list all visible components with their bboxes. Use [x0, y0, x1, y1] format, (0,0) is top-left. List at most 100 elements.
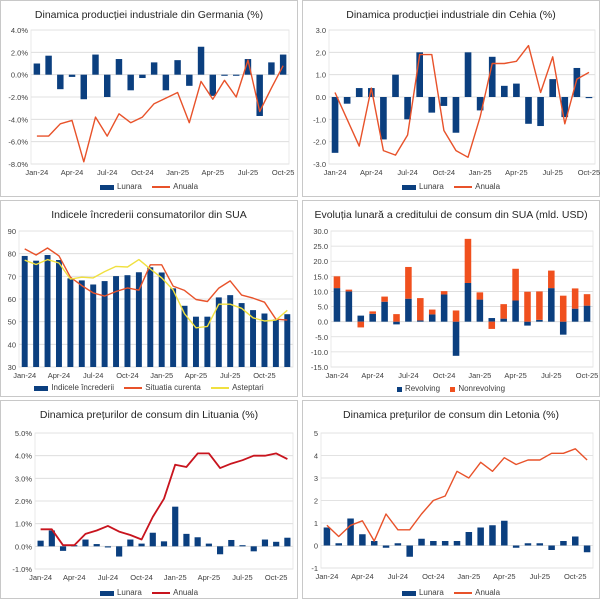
y-tick-label: 80: [8, 250, 16, 259]
bar: [428, 97, 436, 113]
bar: [33, 63, 41, 75]
x-tick-label: Jan-24: [25, 168, 48, 177]
legend-label: Nonrevolving: [458, 384, 506, 394]
bar-revolving: [464, 282, 472, 322]
bar: [370, 541, 378, 546]
bar: [549, 79, 557, 97]
bar: [209, 74, 216, 96]
bar: [101, 281, 108, 367]
bar: [513, 83, 520, 97]
bar: [127, 74, 134, 91]
bar: [367, 88, 375, 97]
bar: [21, 255, 28, 367]
bar: [583, 545, 591, 553]
bar: [55, 260, 62, 367]
y-tick-label: 60: [8, 295, 16, 304]
bar-nonrevolving: [488, 321, 496, 329]
chart-legend: Lunara Anuala: [303, 588, 599, 597]
line-anuala: [326, 448, 588, 542]
bar: [464, 52, 472, 97]
x-tick-label: Oct-24: [433, 168, 456, 177]
bar: [323, 527, 331, 546]
bar: [115, 59, 123, 75]
bar: [261, 539, 269, 547]
y-tick-label: 0.0: [318, 318, 328, 327]
bar: [45, 55, 52, 75]
legend-item-anuala: Anuala: [152, 182, 198, 191]
legend-label: Asteptari: [232, 383, 264, 393]
x-tick-label: Jul-25: [530, 572, 550, 581]
bar: [150, 62, 158, 75]
legend-item-indice: Indicele încrederii: [34, 383, 114, 392]
bar-revolving: [405, 298, 412, 322]
bar-revolving: [476, 299, 484, 322]
legend-label: Lunara: [418, 588, 444, 598]
bar: [90, 284, 97, 367]
x-tick-label: Apr-24: [48, 371, 71, 380]
y-tick-label: 0: [314, 542, 318, 551]
x-tick-label: Apr-25: [202, 168, 225, 177]
x-tick-label: Apr-25: [185, 371, 208, 380]
x-tick-label: Jan-24: [325, 371, 348, 380]
x-tick-label: Apr-25: [198, 573, 221, 582]
bar-nonrevolving: [393, 314, 400, 322]
y-tick-label: 4: [314, 452, 318, 461]
x-tick-label: Jul-24: [83, 371, 103, 380]
x-tick-label: Apr-24: [351, 572, 374, 581]
legend-label: Anuala: [475, 588, 501, 598]
x-tick-label: Oct-24: [433, 371, 456, 380]
line-asteptari: [24, 258, 288, 329]
chart-title: Evoluția lunară a creditului de consum d…: [314, 209, 588, 221]
chart-panel-cehia: Dinamica producției industriale din Cehi…: [302, 0, 600, 197]
bar-revolving: [571, 308, 579, 322]
bar: [204, 316, 211, 367]
legend-swatch: [99, 184, 114, 190]
legend-item-lunara: Lunara: [401, 588, 444, 598]
x-tick-label: Apr-24: [61, 168, 84, 177]
bar: [82, 539, 89, 547]
x-tick-label: Oct-24: [116, 371, 139, 380]
bar: [174, 60, 181, 75]
bar: [170, 288, 177, 367]
bar: [347, 518, 354, 546]
legend-swatch: [152, 592, 171, 595]
y-tick-label: -5.0: [315, 333, 328, 342]
line-anuala: [334, 44, 590, 159]
x-tick-label: Apr-25: [505, 168, 528, 177]
y-tick-label: -1: [311, 564, 318, 573]
bar: [501, 520, 508, 546]
y-tick-label: -2.0: [313, 138, 326, 147]
bar: [104, 546, 111, 548]
bar-nonrevolving: [357, 321, 365, 328]
bar: [477, 527, 484, 546]
bar: [113, 276, 120, 367]
x-tick-label: Jan-25: [166, 168, 189, 177]
y-tick-label: -2.0%: [8, 93, 28, 102]
bar: [331, 97, 339, 153]
line-anuala: [40, 452, 288, 547]
legend-label: Anuala: [173, 588, 199, 598]
x-tick-label: Jul-24: [388, 572, 408, 581]
y-tick-label: 2.0%: [15, 497, 32, 506]
legend-swatch: [454, 592, 473, 595]
bar: [93, 544, 100, 547]
y-tick-label: 15.0: [313, 272, 328, 281]
y-tick-label: -10.0: [311, 348, 328, 357]
legend-item-anuala: Anuala: [454, 182, 500, 191]
bar: [284, 314, 291, 367]
bar: [453, 541, 461, 546]
bar: [500, 85, 508, 97]
bar: [585, 97, 593, 99]
bar-revolving: [393, 321, 400, 325]
bar: [548, 545, 555, 550]
chart-legend: Indicele încrederii Situatia curenta Ast…: [1, 383, 297, 392]
x-tick-label: Oct-25: [578, 168, 600, 177]
x-tick-label: Jan-25: [457, 572, 480, 581]
bar-revolving: [369, 313, 376, 322]
x-tick-label: Jan-24: [29, 573, 52, 582]
bar: [215, 297, 222, 367]
y-tick-label: 5.0: [318, 303, 328, 312]
legend-item-anuala: Anuala: [454, 588, 500, 597]
bar-revolving: [428, 314, 436, 322]
bar: [380, 97, 387, 140]
